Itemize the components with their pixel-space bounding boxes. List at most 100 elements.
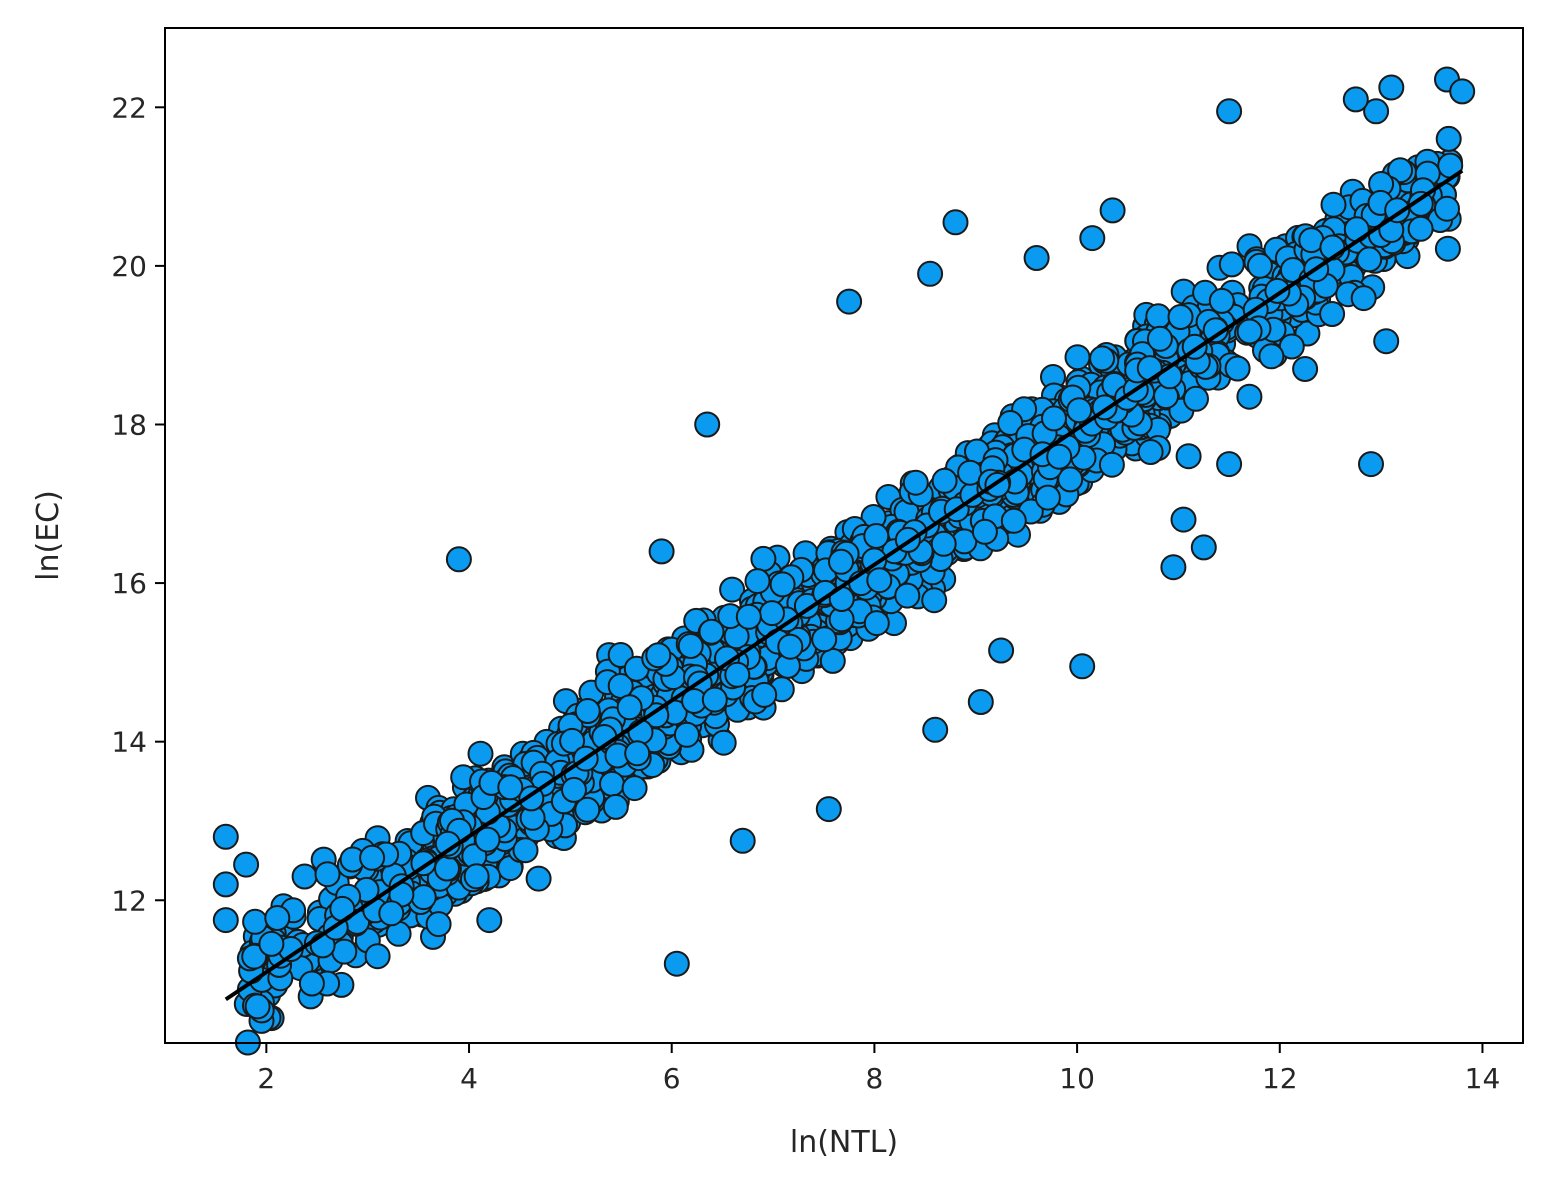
scatter-point [710, 729, 737, 756]
scatter-point [673, 721, 700, 748]
scatter-point [922, 716, 949, 743]
scatter-point [599, 770, 625, 797]
scatter-point [1089, 345, 1116, 372]
scatter-point [574, 698, 601, 724]
x-tick-label: 4 [460, 1062, 478, 1095]
scatter-point [1216, 98, 1243, 125]
scatter-point [1066, 397, 1093, 424]
scatter-point [724, 661, 751, 688]
scatter-point [1175, 443, 1202, 470]
scatter-point [212, 823, 239, 850]
scatter-point [359, 844, 386, 871]
scatter-point [1098, 451, 1125, 478]
scatter-point [1057, 466, 1084, 493]
scatter-point [258, 930, 285, 957]
scatter-point [931, 467, 958, 494]
scatter-point [1434, 235, 1461, 262]
scatter-point [694, 411, 721, 438]
scatter-point [942, 209, 969, 236]
scatter-point [1387, 157, 1414, 184]
scatter-point [525, 865, 552, 892]
scatter-point [1407, 215, 1434, 242]
scatter-point [574, 796, 601, 823]
scatter-point [1208, 287, 1235, 314]
scatter-point [1069, 653, 1096, 680]
scatter-point [967, 689, 994, 715]
scatter-point [1373, 328, 1400, 355]
x-tick-label: 12 [1262, 1062, 1298, 1095]
scatter-point [1146, 325, 1173, 352]
scatter-point [244, 993, 271, 1020]
scatter-point [1320, 191, 1347, 218]
scatter-point [1041, 405, 1067, 432]
scatter-point [212, 907, 239, 934]
scatter-point [1224, 355, 1251, 382]
scatter-point [467, 740, 494, 767]
scatter-point [777, 633, 804, 660]
x-tick-label: 6 [663, 1062, 681, 1095]
scatter-point [624, 740, 651, 767]
scatter-point [866, 567, 893, 594]
scatter-point [997, 410, 1024, 436]
scatter-point [298, 970, 325, 997]
scatter-point [233, 851, 260, 878]
scatter-point [291, 863, 318, 890]
scatter-point [836, 288, 863, 315]
y-tick-label: 18 [111, 408, 147, 441]
scatter-point [930, 530, 957, 557]
scatter-point [1236, 318, 1263, 345]
scatter-point [1236, 383, 1263, 410]
scatter-point [1435, 125, 1462, 152]
x-tick-label: 8 [865, 1062, 883, 1095]
scatter-point [1363, 98, 1390, 125]
scatter-point [445, 546, 472, 573]
scatter-point [616, 694, 643, 721]
scatter-point [1170, 506, 1197, 533]
x-axis: 2 4 6 8 10 12 14 [257, 1043, 1500, 1095]
scatter-point [769, 571, 796, 598]
points-layer [212, 66, 1476, 1056]
scatter-point [242, 908, 269, 935]
fit-line-layer [224, 169, 1464, 1002]
y-tick-label: 12 [111, 884, 147, 917]
scatter-point [1183, 385, 1209, 412]
scatter-point [1218, 251, 1245, 278]
scatter-point [729, 827, 756, 854]
scatter-point [1434, 195, 1460, 222]
scatter-point [1190, 534, 1217, 561]
scatter-point [1145, 303, 1172, 330]
scatter-point [241, 943, 268, 970]
scatter-point [463, 863, 490, 890]
y-tick-label: 16 [111, 567, 147, 600]
plot-frame [164, 27, 1524, 1044]
scatter-point [811, 626, 838, 653]
scatter-point [561, 776, 587, 803]
scatter-point [512, 837, 539, 864]
scatter-point [1407, 190, 1434, 217]
scatter-point [677, 633, 704, 659]
scatter-point [815, 796, 842, 823]
scatter-point [902, 469, 929, 496]
scatter-point [1358, 451, 1384, 478]
scatter-point [1000, 507, 1027, 534]
scatter-point [917, 260, 944, 287]
scatter-point [1160, 554, 1187, 581]
y-axis-label: ln(EC) [31, 490, 66, 581]
scatter-point [863, 610, 890, 637]
scatter-point [863, 523, 890, 549]
scatter-point [1099, 197, 1126, 224]
scatter-point [264, 905, 291, 931]
scatter-point [1449, 78, 1476, 105]
scatter-point [1246, 252, 1273, 279]
scatter-point [1292, 356, 1319, 382]
scatter-point [314, 861, 341, 888]
scatter-point [1216, 451, 1243, 478]
scatter-point [1356, 246, 1383, 273]
scatter-point [1342, 86, 1369, 113]
scatter-point [602, 793, 629, 820]
scatter-point [759, 600, 785, 627]
scatter-point [645, 642, 672, 669]
scatter-point [988, 637, 1015, 664]
scatter-point [971, 518, 998, 545]
